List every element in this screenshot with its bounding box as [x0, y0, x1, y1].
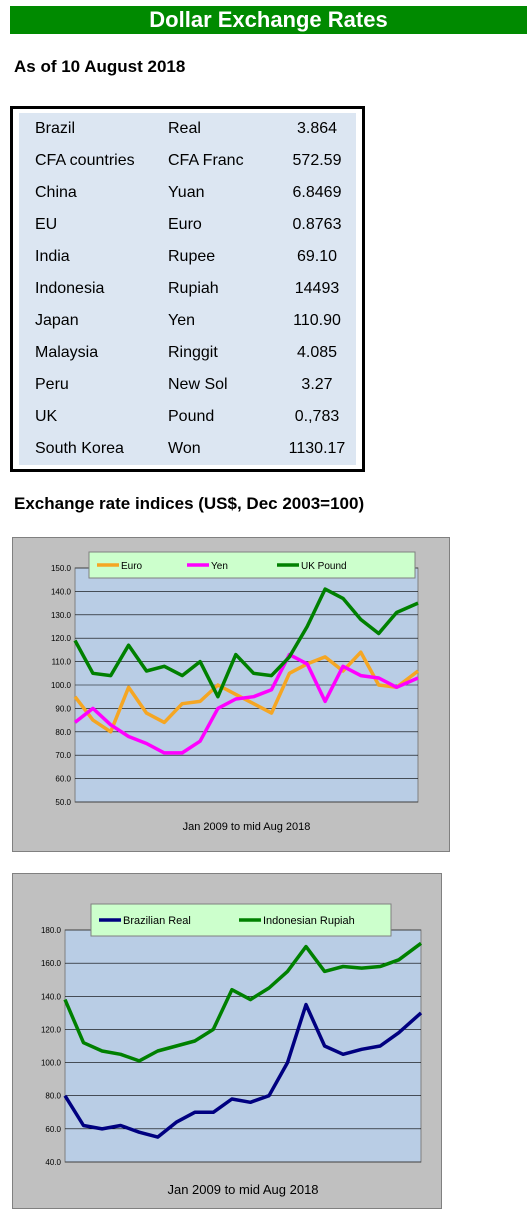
rate-currency: CFA Franc — [168, 152, 244, 169]
chart-euro-yen-pound: 50.0 60.0 70.0 80.0 90.0 100.0 110.0 120.0 130.0… — [12, 537, 450, 852]
rate-rate: 1130.17 — [288, 440, 346, 457]
y-tick-label: 150.0 — [51, 564, 72, 573]
series-line-0 — [63, 1002, 423, 1139]
rates-table-panel: Brazil Real 3.864 CFA countries CFA Franc 572… — [19, 113, 356, 465]
rate-row: India Rupee 69.10 — [19, 241, 356, 273]
rate-country: Indonesia — [35, 280, 105, 297]
rate-row: Malaysia Ringgit 4.085 — [19, 337, 356, 369]
y-tick-label: 100.0 — [51, 681, 72, 690]
y-tick-label: 120.0 — [41, 1025, 62, 1034]
series-line-1 — [73, 652, 419, 755]
rate-country: UK — [35, 408, 58, 425]
rate-row: EU Euro 0.8763 — [19, 209, 356, 241]
rate-country: Peru — [35, 376, 69, 393]
rate-country: Brazil — [35, 120, 76, 137]
rate-rate: 14493 — [294, 280, 340, 297]
rate-currency: Euro — [168, 216, 202, 233]
rate-country: EU — [35, 216, 58, 233]
y-tick-label: 100.0 — [41, 1059, 62, 1068]
x-axis-label: Jan 2009 to mid Aug 2018 — [167, 1182, 318, 1197]
page-title: Dollar Exchange Rates — [149, 7, 388, 32]
rate-country: India — [35, 248, 70, 265]
legend-label: Brazilian Real — [123, 915, 191, 927]
rate-currency: Won — [168, 440, 201, 457]
rate-row: Brazil Real 3.864 — [19, 113, 356, 145]
y-tick-label: 120.0 — [51, 634, 72, 643]
legend-label: Yen — [211, 561, 228, 572]
rate-currency: Rupee — [168, 248, 216, 265]
rate-row: China Yuan 6.8469 — [19, 177, 356, 209]
rate-currency: Yen — [168, 312, 195, 329]
rate-row: Peru New Sol 3.27 — [19, 369, 356, 401]
rate-row: Japan Yen 110.90 — [19, 305, 356, 337]
rate-rate: 69.10 — [296, 248, 338, 265]
rate-row: UK Pound 0.,783 — [19, 401, 356, 433]
rate-rate: 0.,783 — [294, 408, 340, 425]
page-title-banner: Dollar Exchange Rates — [10, 6, 527, 34]
as-of-date: As of 10 August 2018 — [14, 57, 186, 76]
series-line-1 — [63, 941, 423, 1063]
rates-table: Brazil Real 3.864 CFA countries CFA Franc 572… — [19, 113, 356, 465]
rates-table-box: Brazil Real 3.864 CFA countries CFA Franc 572… — [10, 106, 365, 472]
rate-row: Indonesia Rupiah 14493 — [19, 273, 356, 305]
y-tick-label: 180.0 — [41, 926, 62, 935]
y-tick-label: 80.0 — [55, 728, 71, 737]
y-tick-label: 50.0 — [55, 798, 71, 807]
legend-box — [88, 551, 416, 579]
rate-rate: 0.8763 — [292, 216, 342, 233]
rate-currency: Real — [168, 120, 201, 137]
y-tick-label: 40.0 — [45, 1158, 61, 1167]
chart-real-rupiah: 40.0 60.0 80.0 100.0 120.0 140.0 160.0 180.0 Bra… — [12, 873, 442, 1209]
y-tick-label: 110.0 — [52, 658, 72, 667]
chart-2-svg: 40.0 60.0 80.0 100.0 120.0 140.0 160.0 180.0 Bra… — [41, 903, 423, 1197]
rate-currency: Rupiah — [168, 280, 219, 297]
y-tick-label: 140.0 — [41, 992, 62, 1001]
rate-rate: 110.90 — [293, 312, 341, 329]
rate-rate: 572.59 — [292, 152, 342, 169]
chart-1-svg: 50.0 60.0 70.0 80.0 90.0 100.0 110.0 120.0 130.0… — [51, 551, 420, 833]
rate-rate: 6.8469 — [292, 184, 342, 201]
rate-row: South Korea Won 1130.17 — [19, 433, 356, 465]
rate-country: CFA countries — [35, 152, 135, 169]
y-tick-label: 160.0 — [41, 959, 62, 968]
rate-country: Japan — [35, 312, 79, 329]
y-tick-label: 60.0 — [45, 1125, 61, 1134]
rate-currency: Pound — [168, 408, 215, 425]
legend-label: UK Pound — [301, 561, 347, 572]
rate-rate: 4.085 — [296, 344, 338, 361]
y-tick-label: 140.0 — [51, 587, 72, 596]
rate-row: CFA countries CFA Franc 572.59 — [19, 145, 356, 177]
y-tick-label: 130.0 — [51, 611, 72, 620]
y-tick-label: 90.0 — [55, 704, 71, 713]
legend-label: Indonesian Rupiah — [263, 915, 355, 927]
series-line-2 — [73, 587, 419, 699]
y-tick-label: 60.0 — [55, 775, 71, 784]
x-axis-label: Jan 2009 to mid Aug 2018 — [183, 821, 311, 833]
y-tick-label: 70.0 — [55, 751, 71, 760]
rate-country: South Korea — [35, 440, 124, 457]
indices-title: Exchange rate indices (US$, Dec 2003=100… — [14, 494, 365, 513]
rate-currency: Ringgit — [168, 344, 218, 361]
rate-currency: New Sol — [168, 376, 228, 393]
rate-country: China — [35, 184, 77, 201]
legend-label: Euro — [121, 561, 143, 572]
y-tick-label: 80.0 — [45, 1092, 61, 1101]
rate-currency: Yuan — [168, 184, 205, 201]
rate-rate: 3.864 — [296, 120, 338, 137]
rate-country: Malaysia — [35, 344, 99, 361]
rate-rate: 3.27 — [301, 376, 333, 393]
